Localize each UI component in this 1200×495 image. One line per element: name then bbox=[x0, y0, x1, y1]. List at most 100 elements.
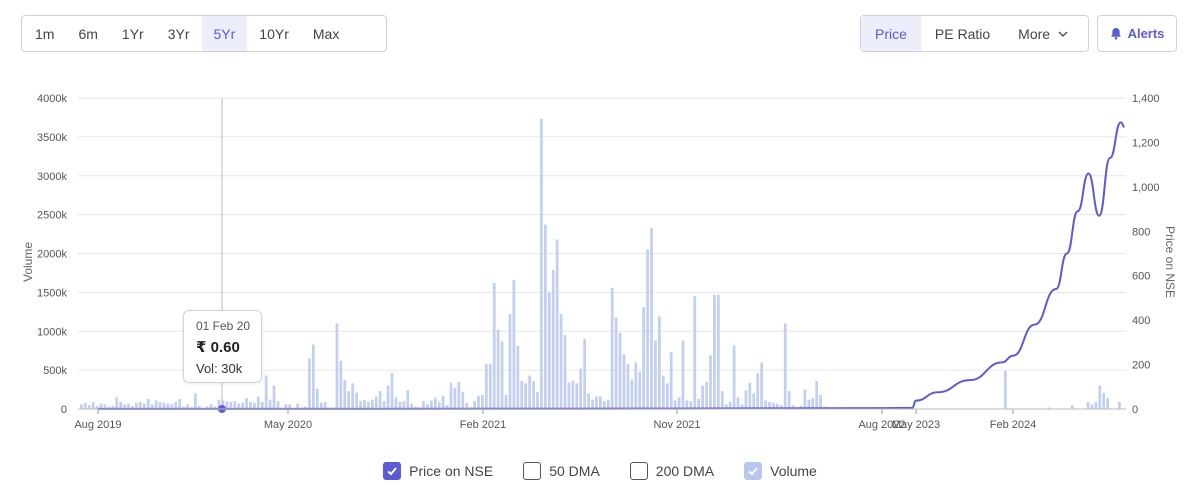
volume-bar bbox=[599, 396, 602, 409]
x-axis-ticks: Aug 2019 May 2020 Feb 2021 Nov 2021 Aug 2022… bbox=[74, 408, 1126, 431]
volume-bar bbox=[138, 402, 142, 409]
volume-bar bbox=[811, 398, 815, 409]
volume-bar bbox=[264, 375, 268, 409]
volume-bar bbox=[95, 405, 99, 409]
volume-bar bbox=[787, 391, 791, 409]
volume-bar bbox=[99, 403, 103, 409]
volume-bar bbox=[453, 388, 457, 409]
volume-bar bbox=[650, 227, 653, 409]
volume-bar bbox=[335, 323, 339, 409]
volume-bar bbox=[689, 401, 693, 409]
volume-bar bbox=[205, 406, 209, 409]
alerts-button[interactable]: Alerts bbox=[1097, 15, 1177, 52]
volume-bar bbox=[414, 406, 417, 409]
volume-bars bbox=[80, 118, 1121, 410]
range-max-button[interactable]: Max bbox=[312, 25, 340, 42]
volume-bar bbox=[209, 404, 213, 409]
volume-bar bbox=[194, 393, 197, 409]
volume-bar bbox=[791, 405, 795, 409]
range-6m-button[interactable]: 6m bbox=[78, 25, 98, 42]
volume-bar bbox=[311, 344, 315, 409]
volume-bar bbox=[477, 395, 480, 409]
volume-bar bbox=[724, 404, 728, 409]
volume-bar bbox=[1086, 402, 1090, 409]
legend-price-on-nse[interactable]: Price on NSE bbox=[383, 462, 493, 480]
pe-ratio-mode-button[interactable]: PE Ratio bbox=[934, 25, 991, 42]
legend-volume[interactable]: Volume bbox=[744, 462, 817, 480]
volume-bar bbox=[536, 391, 539, 409]
dma50-checkbox[interactable] bbox=[523, 462, 542, 480]
dma200-checkbox[interactable] bbox=[629, 462, 648, 480]
volume-bar bbox=[1094, 402, 1098, 409]
price-mode-button[interactable]: Price bbox=[861, 16, 921, 51]
volume-bar bbox=[713, 294, 716, 409]
volume-bar bbox=[107, 406, 111, 409]
volume-bar bbox=[406, 390, 410, 409]
x-tick-label: May 2023 bbox=[892, 419, 940, 431]
volume-bar bbox=[740, 404, 744, 409]
volume-bar bbox=[83, 402, 87, 409]
legend-200-dma[interactable]: 200 DMA bbox=[629, 462, 714, 480]
tooltip-date: 01 Feb 20 bbox=[196, 319, 251, 333]
range-3yr-button[interactable]: 3Yr bbox=[167, 25, 190, 42]
volume-bar bbox=[736, 397, 740, 409]
chart-legend: Price on NSE 50 DMA 200 DMA Volume bbox=[0, 460, 1200, 482]
volume-bar bbox=[732, 345, 736, 409]
volume-bar bbox=[386, 385, 390, 409]
right-tick-label: 800 bbox=[1132, 226, 1150, 238]
volume-bar bbox=[630, 379, 634, 409]
volume-bar bbox=[819, 395, 822, 409]
volume-bar bbox=[610, 287, 614, 409]
volume-bar bbox=[508, 314, 512, 409]
volume-bar bbox=[154, 400, 158, 409]
volume-checkbox[interactable] bbox=[744, 462, 763, 480]
right-tick-label: 0 bbox=[1132, 404, 1138, 416]
more-label: More bbox=[1018, 25, 1051, 42]
range-1m-button[interactable]: 1m bbox=[35, 25, 55, 42]
volume-bar bbox=[355, 392, 358, 409]
volume-bar bbox=[339, 360, 343, 409]
volume-bar bbox=[402, 401, 406, 409]
alerts-label: Alerts bbox=[1127, 26, 1165, 41]
volume-bar bbox=[296, 403, 299, 409]
volume-bar bbox=[260, 402, 264, 409]
volume-bar bbox=[276, 401, 280, 409]
volume-bar bbox=[398, 402, 402, 409]
volume-bar bbox=[422, 401, 425, 409]
volume-bar bbox=[516, 346, 520, 409]
range-5yr-button[interactable]: 5Yr bbox=[201, 16, 248, 51]
volume-bar bbox=[374, 396, 378, 409]
price-checkbox[interactable] bbox=[383, 462, 402, 480]
volume-bar bbox=[622, 354, 626, 409]
volume-bar bbox=[488, 363, 492, 409]
hover-tooltip: 01 Feb 20 ₹ 0.60 Vol: 30k bbox=[183, 310, 262, 383]
left-tick-label: 1500k bbox=[37, 287, 67, 299]
volume-bar bbox=[87, 405, 91, 409]
volume-bar bbox=[449, 382, 453, 409]
volume-bar bbox=[241, 402, 244, 409]
volume-bar bbox=[146, 398, 150, 409]
volume-bar bbox=[465, 402, 469, 409]
range-10yr-button[interactable]: 10Yr bbox=[259, 25, 289, 42]
range-1yr-button[interactable]: 1Yr bbox=[121, 25, 144, 42]
volume-bar bbox=[150, 404, 154, 409]
volume-bar bbox=[485, 363, 488, 409]
volume-bar bbox=[634, 362, 638, 409]
tooltip-price: ₹ 0.60 bbox=[196, 339, 240, 356]
more-dropdown-button[interactable]: More bbox=[1004, 16, 1082, 51]
volume-bar bbox=[319, 402, 323, 409]
chevron-down-icon bbox=[1058, 30, 1068, 37]
legend-50-dma[interactable]: 50 DMA bbox=[523, 462, 600, 480]
volume-bar bbox=[579, 368, 583, 409]
volume-bar bbox=[441, 395, 445, 409]
volume-bar bbox=[618, 332, 622, 409]
left-axis-label: Volume bbox=[21, 242, 35, 282]
volume-bar bbox=[528, 375, 531, 409]
volume-bar bbox=[756, 373, 760, 409]
right-axis-label: Price on NSE bbox=[1163, 226, 1177, 298]
volume-bar bbox=[512, 279, 516, 409]
volume-bar bbox=[1070, 405, 1074, 409]
volume-bar bbox=[378, 391, 382, 409]
volume-bar bbox=[591, 399, 594, 409]
volume-bar bbox=[760, 362, 763, 409]
